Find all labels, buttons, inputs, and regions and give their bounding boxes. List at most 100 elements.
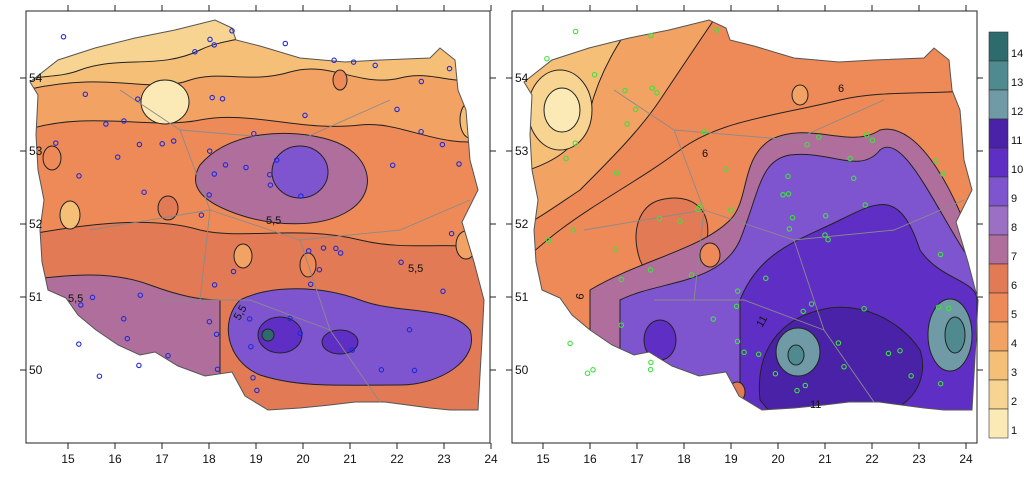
station-marker bbox=[337, 250, 344, 256]
left-y-axis: 54 53 52 51 50 bbox=[20, 71, 496, 377]
station-marker bbox=[946, 305, 952, 312]
station-marker bbox=[647, 366, 654, 373]
x-tick-label: 21 bbox=[343, 452, 357, 466]
legend-label: 4 bbox=[1011, 338, 1017, 350]
station-marker bbox=[302, 112, 308, 119]
legend-swatch bbox=[988, 263, 1009, 294]
station-marker bbox=[862, 202, 868, 208]
station-marker bbox=[297, 330, 303, 336]
station-marker bbox=[60, 34, 67, 40]
legend-swatch bbox=[988, 234, 1009, 265]
station-marker bbox=[440, 288, 446, 295]
station-marker bbox=[211, 171, 218, 177]
y-tick-label: 54 bbox=[515, 71, 529, 85]
station-marker bbox=[618, 276, 625, 283]
station-marker bbox=[701, 129, 708, 135]
station-marker bbox=[136, 141, 143, 148]
station-marker bbox=[206, 192, 212, 198]
legend-label: 8 bbox=[1011, 222, 1017, 234]
left-contour-label: 5,5 bbox=[68, 293, 83, 305]
x-tick-label: 24 bbox=[484, 452, 498, 466]
y-tick-label: 53 bbox=[29, 144, 43, 158]
station-marker bbox=[734, 338, 741, 345]
legend-label: 11 bbox=[1011, 135, 1022, 147]
right-contour-label: 11 bbox=[754, 314, 770, 330]
station-marker bbox=[545, 237, 552, 244]
station-marker bbox=[728, 207, 734, 213]
left-admin-borders bbox=[89, 89, 471, 403]
station-marker bbox=[656, 215, 663, 222]
station-marker bbox=[850, 175, 857, 182]
station-marker bbox=[250, 375, 256, 381]
station-marker bbox=[648, 32, 654, 39]
station-marker bbox=[785, 173, 791, 180]
station-marker bbox=[211, 42, 217, 48]
legend-swatch bbox=[988, 89, 1009, 120]
right-contour-label: 6 bbox=[574, 292, 587, 300]
station-marker bbox=[885, 350, 892, 357]
x-tick-label: 20 bbox=[771, 452, 785, 466]
legend-swatch bbox=[988, 292, 1009, 323]
station-marker bbox=[804, 141, 810, 148]
station-marker bbox=[137, 292, 144, 298]
legend-label: 12 bbox=[1011, 106, 1023, 118]
station-marker bbox=[755, 351, 762, 358]
station-marker bbox=[76, 341, 82, 347]
station-marker bbox=[439, 141, 446, 148]
y-tick-label: 50 bbox=[515, 363, 529, 377]
y-tick-label: 51 bbox=[515, 290, 529, 304]
station-marker bbox=[772, 370, 779, 377]
station-marker bbox=[394, 106, 400, 113]
x-tick-label: 15 bbox=[61, 452, 75, 466]
station-marker bbox=[835, 340, 842, 346]
station-marker bbox=[406, 327, 413, 333]
station-marker bbox=[53, 140, 59, 146]
station-marker bbox=[763, 275, 769, 282]
x-tick-label: 22 bbox=[865, 452, 879, 466]
legend-label: 6 bbox=[1011, 280, 1017, 292]
station-marker bbox=[584, 370, 591, 376]
station-marker bbox=[822, 232, 828, 238]
station-marker bbox=[741, 349, 747, 356]
station-marker bbox=[254, 387, 260, 394]
x-tick-label: 22 bbox=[390, 452, 404, 466]
right-contour-label: 6 bbox=[702, 148, 708, 160]
x-tick-label: 23 bbox=[437, 452, 451, 466]
left-contour-label: 5,5 bbox=[408, 263, 423, 275]
y-tick-label: 52 bbox=[29, 217, 43, 231]
station-marker bbox=[789, 214, 796, 221]
station-marker bbox=[695, 206, 701, 213]
legend-label: 3 bbox=[1011, 367, 1017, 379]
x-tick-label: 19 bbox=[724, 452, 738, 466]
station-marker bbox=[613, 170, 620, 176]
legend-swatch bbox=[988, 205, 1009, 236]
station-marker bbox=[570, 227, 576, 233]
station-marker bbox=[331, 57, 337, 64]
station-marker bbox=[446, 65, 453, 72]
station-marker bbox=[800, 308, 806, 315]
x-tick-label: 17 bbox=[630, 452, 644, 466]
right-admin-borders bbox=[583, 89, 965, 403]
station-marker bbox=[320, 245, 327, 251]
station-marker bbox=[418, 78, 425, 85]
station-marker bbox=[206, 318, 213, 325]
right-map-panel: 6 6 6 11 11 bbox=[511, 10, 979, 444]
legend-label: 5 bbox=[1011, 309, 1017, 321]
x-tick-label: 23 bbox=[912, 452, 926, 466]
station-marker bbox=[372, 62, 378, 69]
y-tick-label: 53 bbox=[515, 144, 529, 158]
y-tick-label: 52 bbox=[515, 217, 529, 231]
station-marker bbox=[96, 373, 103, 379]
station-marker bbox=[243, 164, 249, 171]
station-marker bbox=[350, 59, 357, 65]
station-marker bbox=[572, 140, 579, 146]
station-marker bbox=[822, 213, 829, 219]
station-marker bbox=[710, 316, 717, 322]
station-marker bbox=[213, 331, 220, 338]
station-marker bbox=[908, 373, 914, 379]
left-contour-label: 5,5 bbox=[266, 215, 281, 227]
station-marker bbox=[76, 173, 82, 179]
station-marker bbox=[398, 259, 404, 266]
left-map-panel: 5,5 5,5 5,5 5,5 bbox=[25, 10, 491, 444]
